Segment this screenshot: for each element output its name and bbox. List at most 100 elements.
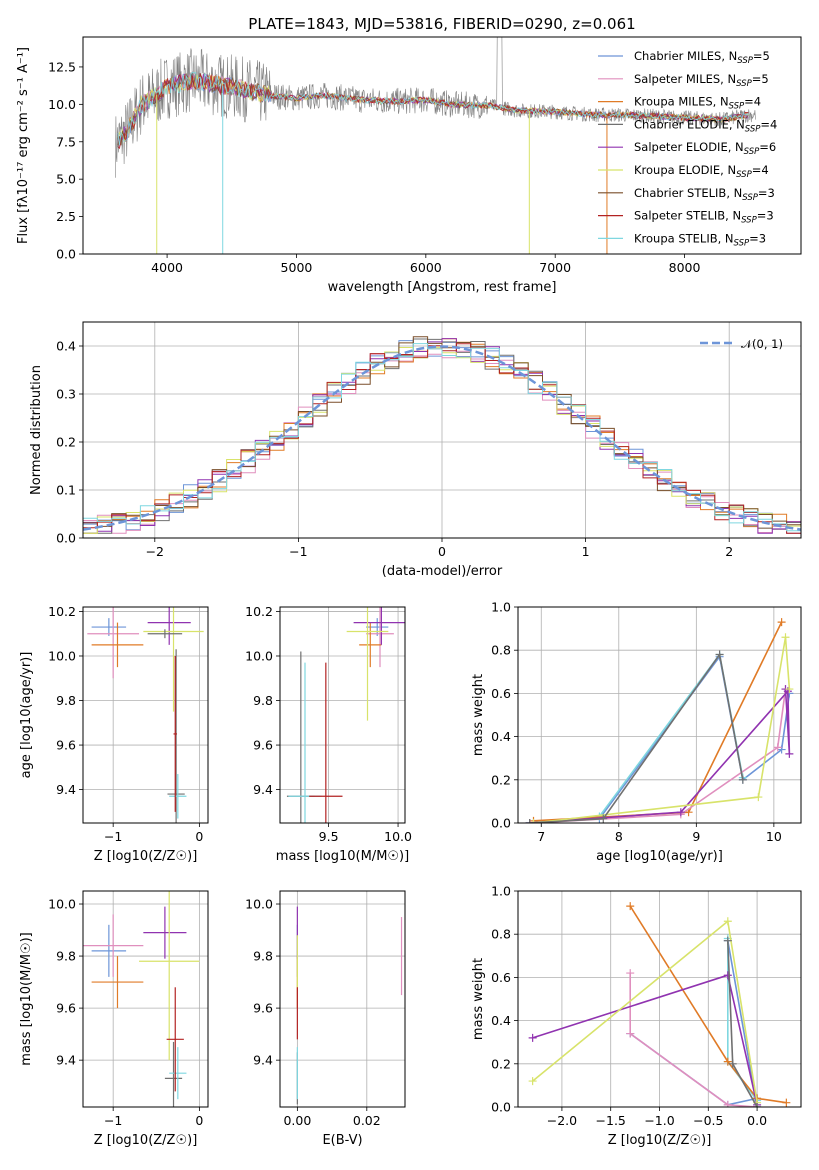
x-tick-label: 0.00 — [283, 1113, 311, 1128]
x-tick-label: −1 — [104, 829, 122, 844]
y-tick-label: 0.4 — [491, 729, 511, 744]
y-tick-label: 9.8 — [253, 949, 273, 964]
axes-frame — [82, 321, 802, 539]
y-tick-label: 9.8 — [56, 693, 76, 708]
legend-label: Salpeter ELODIE, NSSP=6 — [634, 140, 776, 157]
mass-weight-marker — [529, 819, 538, 823]
axes-frame — [279, 890, 406, 1108]
mass-weight-marker — [782, 1098, 791, 1107]
y-axis-label: mass weight — [471, 674, 486, 756]
x-axis-label: (data-model)/error — [382, 564, 503, 579]
x-axis-label: age [log10(age/yr)] — [596, 849, 723, 864]
mass-weight-marker — [528, 1033, 537, 1042]
mass-weight-marker — [723, 1100, 732, 1107]
y-tick-label: 0.4 — [56, 339, 76, 354]
mass-weight-marker — [785, 749, 794, 758]
x-tick-label: 4000 — [151, 260, 183, 275]
y-tick-label: 0.2 — [56, 435, 76, 450]
x-tick-label: 10.0 — [384, 829, 412, 844]
x-tick-label: 8 — [615, 829, 623, 844]
mass-weight-marker — [785, 685, 794, 694]
axes-frame — [517, 890, 802, 1108]
residuals-panel: −2 −1 0 1 2 0.0 0.1 0.2 0.3 0.4 (data-model)/error… — [29, 321, 802, 579]
mass-weight-marker — [728, 1059, 737, 1068]
axes-frame — [279, 606, 406, 824]
x-tick-label: 5000 — [281, 260, 313, 275]
plot-area — [286, 607, 405, 823]
legend-label: Kroupa STELIB, NSSP=3 — [634, 231, 766, 248]
plot-area — [83, 336, 801, 534]
y-tick-label: 0.4 — [491, 1013, 511, 1028]
mass-weight-marker — [626, 902, 635, 911]
y-tick-label: 10.0 — [48, 897, 76, 912]
x-tick-label: 0 — [195, 829, 203, 844]
mass-weight-line — [533, 637, 791, 823]
x-tick-label: −1 — [104, 1113, 122, 1128]
mass-vs-metallicity-panel: −1 0 9.4 9.6 9.8 10.0 Z [log10(Z/Z☉)] mass [log… — [19, 890, 209, 1148]
mass-weight-marker — [754, 793, 763, 802]
mass-weight-marker — [777, 618, 786, 627]
mass-weight-marker — [723, 936, 732, 945]
y-tick-label: 0.8 — [491, 643, 511, 658]
x-axis-label: wavelength [Angstrom, rest frame] — [328, 280, 557, 295]
y-tick-label: 0.1 — [56, 483, 76, 498]
mass-weight-marker — [773, 743, 782, 752]
legend-label: Salpeter STELIB, NSSP=3 — [634, 209, 774, 226]
mass-weight-marker — [528, 1077, 537, 1086]
x-tick-label: 1 — [582, 544, 590, 559]
y-axis-label: Normed distribution — [29, 365, 44, 495]
y-tick-label: 0.0 — [491, 1100, 511, 1115]
mass-weight-marker — [781, 633, 790, 642]
massweight-vs-metallicity-panel: −2.0 −1.5 −1.0 −0.5 0.0 0.0 0.2 0.4 0.6 0.8 1.0 Z [… — [471, 884, 802, 1148]
mass-weight-line — [533, 621, 783, 822]
figure-title: PLATE=1843, MJD=53816, FIBERID=0290, z=0… — [248, 15, 635, 33]
mass-weight-marker — [599, 814, 608, 823]
normal-curve — [83, 345, 801, 531]
y-axis-label: mass [log10(M/M☉)] — [19, 932, 34, 1065]
axes-frame — [82, 36, 802, 255]
mass-weight-line — [529, 652, 744, 823]
x-tick-label: −1.0 — [644, 1113, 674, 1128]
plot-area — [115, 37, 756, 254]
legend-label: Chabrier ELODIE, NSSP=4 — [634, 117, 777, 134]
x-axis-label: Z [log10(Z/Z☉)] — [94, 849, 198, 864]
x-tick-label: −2.0 — [547, 1113, 577, 1128]
mass-weight-marker — [525, 819, 534, 823]
model-spectrum-line — [117, 72, 749, 150]
y-axis-label: mass weight — [471, 958, 486, 1040]
mass-weight-line — [532, 974, 758, 1105]
y-tick-label: 9.4 — [56, 1053, 76, 1068]
observed-spectrum-line — [115, 37, 756, 178]
x-tick-label: 9 — [692, 829, 700, 844]
x-tick-label: 7000 — [539, 260, 571, 275]
axes-frame — [82, 606, 209, 824]
x-tick-label: 0.02 — [353, 1113, 381, 1128]
mass-weight-marker — [723, 917, 732, 926]
x-tick-label: −1 — [289, 544, 307, 559]
y-tick-label: 0.3 — [56, 387, 76, 402]
y-tick-label: 9.8 — [56, 949, 76, 964]
y-tick-label: 7.5 — [56, 134, 76, 149]
x-tick-label: −2 — [146, 544, 164, 559]
x-tick-label: 0 — [438, 544, 446, 559]
massweight-vs-age-panel: 7 8 9 10 0.0 0.2 0.4 0.6 0.8 1.0 age [log10(age/yr… — [471, 600, 802, 864]
y-tick-label: 0.6 — [491, 970, 511, 985]
mass-weight-marker — [723, 971, 732, 980]
legend-label: Kroupa ELODIE, NSSP=4 — [634, 163, 769, 180]
x-tick-label: −1.5 — [596, 1113, 626, 1128]
x-tick-label: −0.5 — [693, 1113, 723, 1128]
x-tick-label: 0.0 — [747, 1113, 767, 1128]
plot-area — [525, 618, 794, 823]
mass-weight-marker — [723, 1057, 732, 1066]
x-tick-label: 0 — [195, 1113, 203, 1128]
legend-label: Salpeter MILES, NSSP=5 — [634, 72, 769, 89]
mass-vs-extinction-panel: 0.00 0.02 9.4 9.6 9.8 10.0 E(B-V) — [245, 890, 406, 1148]
mass-weight-line — [629, 973, 758, 1107]
y-tick-label: 0.0 — [56, 247, 76, 262]
axes-frame — [82, 890, 209, 1108]
legend-label: 𝒩(0, 1) — [741, 337, 783, 351]
mass-weight-line — [529, 689, 791, 823]
residual-histogram — [83, 343, 801, 534]
x-axis-label: Z [log10(Z/Z☉)] — [608, 1133, 712, 1148]
y-tick-label: 9.4 — [253, 782, 273, 797]
